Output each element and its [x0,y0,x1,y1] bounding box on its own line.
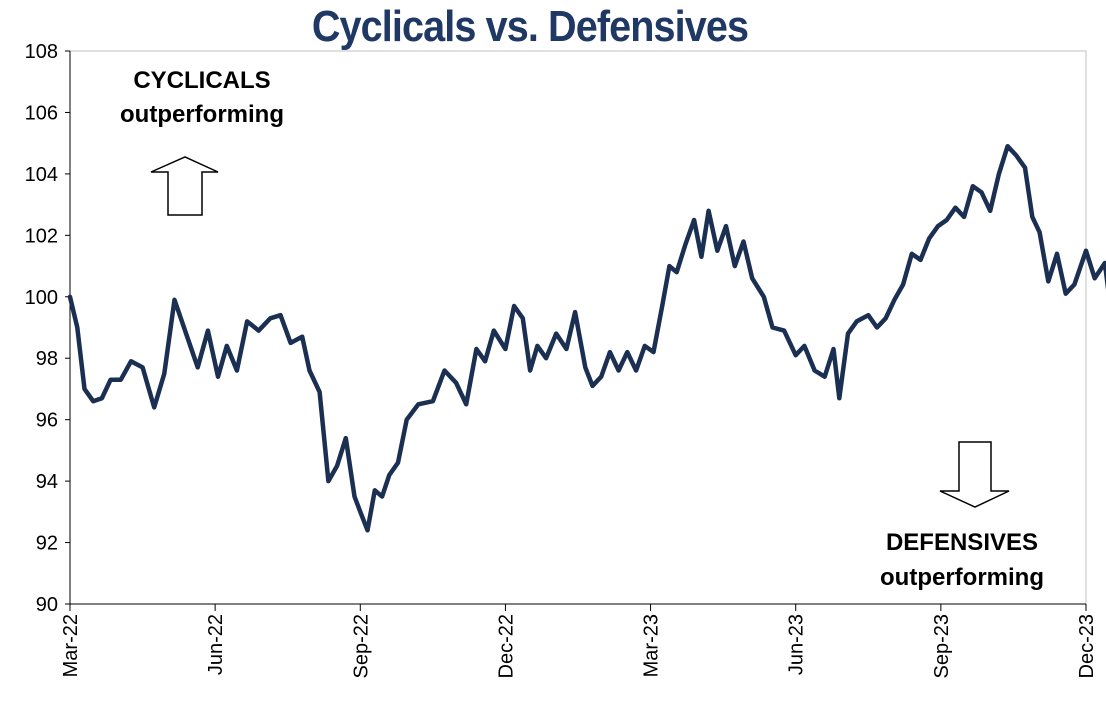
cyclicals-label-line2: outperforming [120,101,284,128]
x-tick-label: Sep-22 [350,614,372,679]
x-tick-label: Sep-23 [931,614,953,679]
chart-title: Cyclicals vs. Defensives [311,2,749,51]
x-axis: Mar-22 Jun-22 Sep-22 Dec-22 Mar-23 Jun-23 Sep-… [60,603,1098,679]
y-tick-label: 90 [36,594,58,616]
y-tick-label: 108 [25,41,58,63]
y-tick-label: 104 [25,164,58,186]
defensives-label-line1: DEFENSIVES [886,529,1038,556]
y-tick-label: 92 [36,533,58,555]
x-tick-label: Mar-22 [60,614,82,677]
cyclicals-label-line1: CYCLICALS [133,67,270,94]
down-arrow-icon [939,441,1010,508]
series-layer [67,143,1106,533]
y-tick-label: 98 [36,348,58,370]
x-tick-label: Jun-22 [205,614,227,675]
y-tick-label: 102 [25,225,58,247]
up-arrow-icon [150,156,219,216]
y-tick-label: 106 [25,102,58,124]
y-tick-label: 100 [25,287,58,309]
x-tick-label: Dec-22 [495,614,517,678]
x-tick-label: Mar-23 [641,614,663,677]
y-tick-label: 94 [36,471,58,493]
defensives-label-line2: outperforming [880,564,1044,591]
x-tick-label: Dec-23 [1076,614,1098,678]
y-axis: 90 92 94 96 98 100 102 104 106 108 [25,41,71,616]
series-line-0 [67,143,1106,533]
y-tick-label: 96 [36,410,58,432]
x-tick-label: Jun-23 [786,614,808,675]
